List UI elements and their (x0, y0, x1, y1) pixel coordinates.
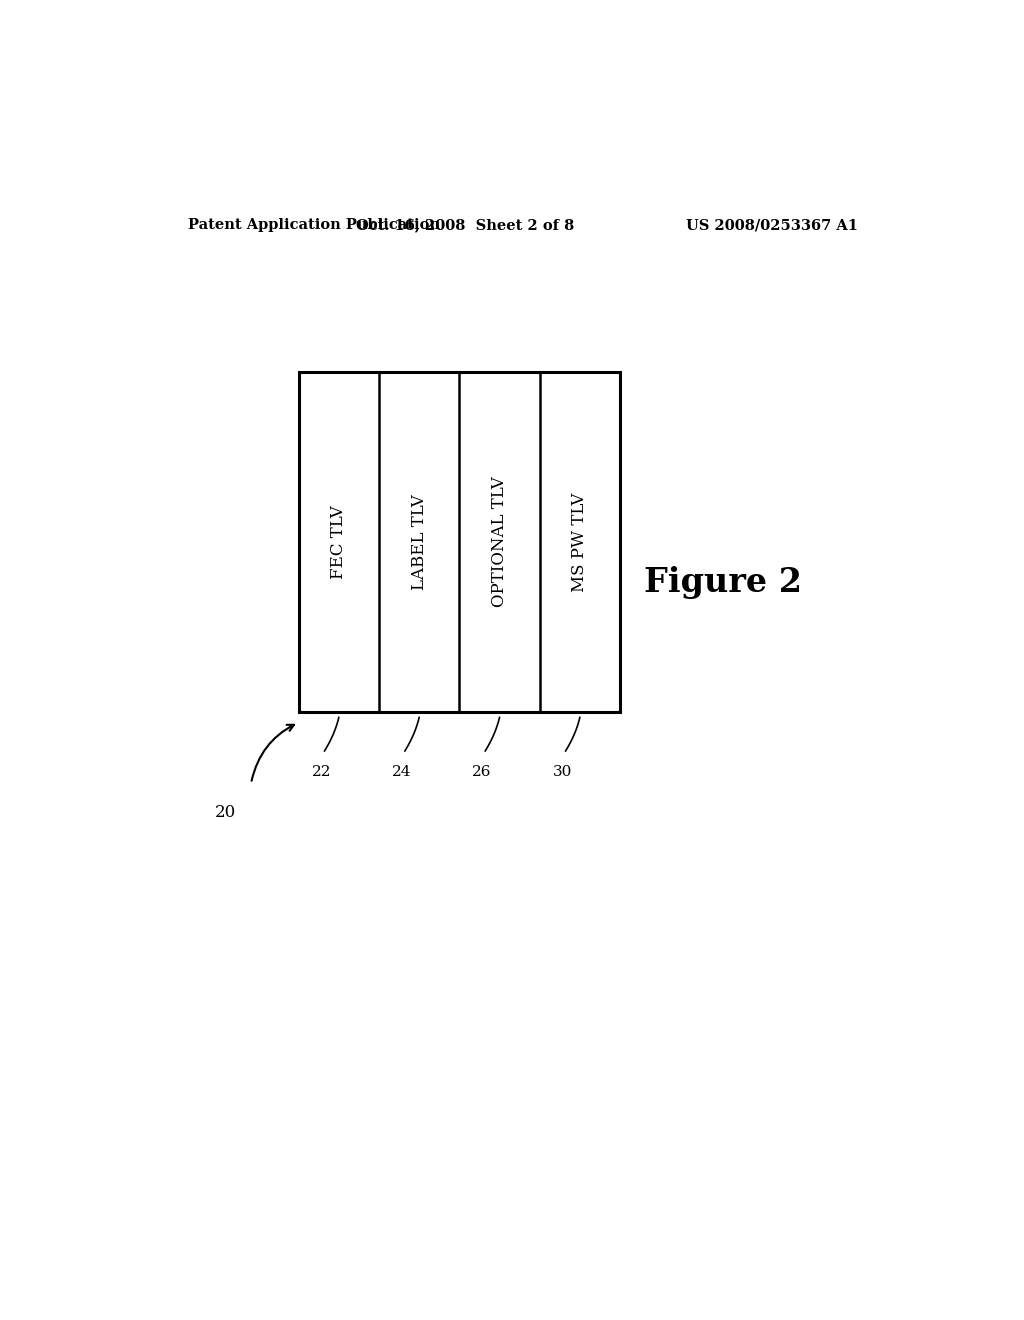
Text: LABEL TLV: LABEL TLV (411, 494, 428, 590)
Text: US 2008/0253367 A1: US 2008/0253367 A1 (686, 219, 858, 232)
Text: FEC TLV: FEC TLV (331, 506, 347, 579)
Text: MS PW TLV: MS PW TLV (571, 492, 589, 591)
Bar (299, 372, 621, 713)
Text: 20: 20 (215, 804, 237, 821)
Text: Oct. 16, 2008  Sheet 2 of 8: Oct. 16, 2008 Sheet 2 of 8 (356, 219, 574, 232)
Text: 24: 24 (392, 766, 412, 779)
Text: Patent Application Publication: Patent Application Publication (187, 219, 439, 232)
Text: OPTIONAL TLV: OPTIONAL TLV (490, 477, 508, 607)
Text: 30: 30 (553, 766, 572, 779)
Text: 26: 26 (472, 766, 492, 779)
Text: 22: 22 (311, 766, 331, 779)
Text: Figure 2: Figure 2 (644, 566, 802, 599)
